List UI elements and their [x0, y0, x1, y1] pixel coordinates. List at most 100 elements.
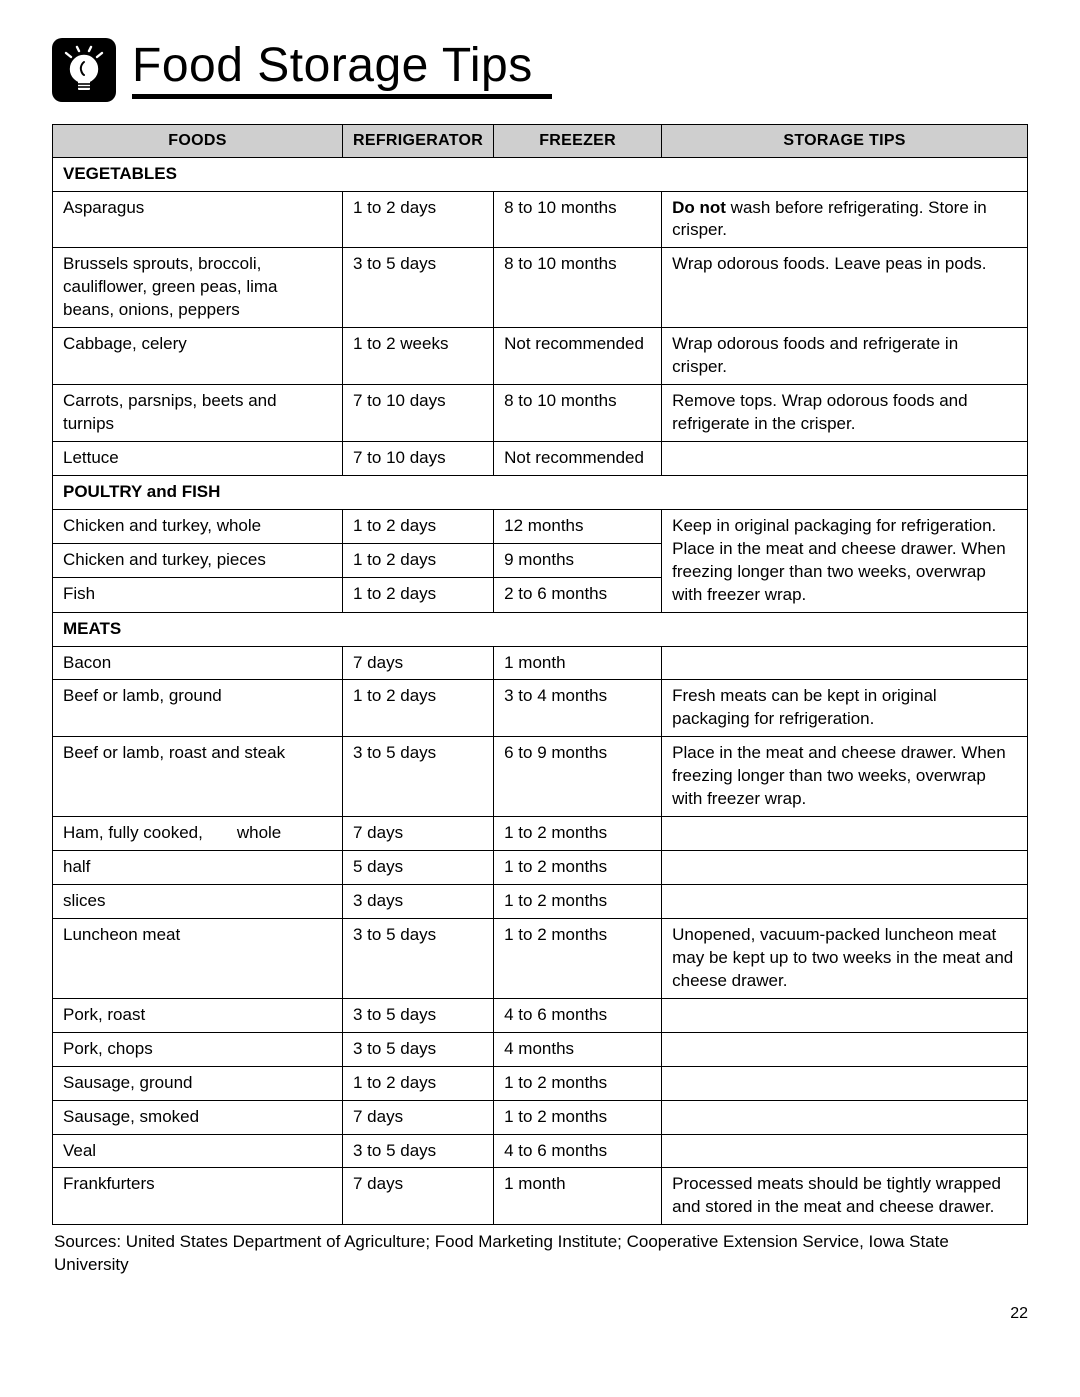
table-row: Lettuce7 to 10 daysNot recommended [53, 441, 1028, 475]
table-row: Beef or lamb, ground1 to 2 days3 to 4 mo… [53, 680, 1028, 737]
table-row: Asparagus1 to 2 days8 to 10 monthsDo not… [53, 191, 1028, 248]
table-row: Frankfurters7 days1 monthProcessed meats… [53, 1168, 1028, 1225]
table-row: Bacon7 days1 month [53, 646, 1028, 680]
section-row: VEGETABLES [53, 157, 1028, 191]
refrigerator-value: 1 to 2 days [343, 509, 494, 543]
col-header-tips: STORAGE TIPS [662, 125, 1028, 158]
food-name: Chicken and turkey, pieces [53, 544, 343, 578]
freezer-value: 9 months [494, 544, 662, 578]
food-name: half [53, 851, 343, 885]
table-row: slices3 days1 to 2 months [53, 885, 1028, 919]
storage-tip [662, 441, 1028, 475]
refrigerator-value: 1 to 2 days [343, 191, 494, 248]
storage-tip [662, 646, 1028, 680]
freezer-value: 4 to 6 months [494, 998, 662, 1032]
food-name: slices [53, 885, 343, 919]
refrigerator-value: 3 to 5 days [343, 1032, 494, 1066]
freezer-value: 4 months [494, 1032, 662, 1066]
food-name: Pork, chops [53, 1032, 343, 1066]
food-name: Cabbage, celery [53, 328, 343, 385]
freezer-value: 1 to 2 months [494, 918, 662, 998]
header-row: FOODS REFRIGERATOR FREEZER STORAGE TIPS [53, 125, 1028, 158]
title-rule [132, 94, 552, 99]
refrigerator-value: 3 to 5 days [343, 998, 494, 1032]
section-row: MEATS [53, 612, 1028, 646]
section-label: VEGETABLES [53, 157, 1028, 191]
table-row: Chicken and turkey, whole1 to 2 days12 m… [53, 509, 1028, 543]
food-name: Fish [53, 578, 343, 612]
food-name: Carrots, parsnips, beets and turnips [53, 385, 343, 442]
page-number: 22 [52, 1305, 1028, 1323]
freezer-value: 2 to 6 months [494, 578, 662, 612]
storage-tip [662, 998, 1028, 1032]
refrigerator-value: 7 days [343, 817, 494, 851]
freezer-value: 8 to 10 months [494, 191, 662, 248]
refrigerator-value: 3 to 5 days [343, 248, 494, 328]
storage-tip [662, 817, 1028, 851]
page-title: Food Storage Tips [132, 42, 552, 90]
freezer-value: 1 to 2 months [494, 817, 662, 851]
food-name: Sausage, ground [53, 1066, 343, 1100]
freezer-value: 1 to 2 months [494, 1100, 662, 1134]
food-name: Brussels sprouts, broccoli, cauliflower,… [53, 248, 343, 328]
refrigerator-value: 7 days [343, 1100, 494, 1134]
titlebar: Food Storage Tips [52, 38, 1028, 102]
freezer-value: 8 to 10 months [494, 385, 662, 442]
food-name: Frankfurters [53, 1168, 343, 1225]
refrigerator-value: 7 to 10 days [343, 385, 494, 442]
refrigerator-value: 7 to 10 days [343, 441, 494, 475]
refrigerator-value: 7 days [343, 1168, 494, 1225]
freezer-value: 4 to 6 months [494, 1134, 662, 1168]
storage-tip [662, 885, 1028, 919]
food-name: Sausage, smoked [53, 1100, 343, 1134]
table-row: Luncheon meat3 to 5 days1 to 2 monthsUno… [53, 918, 1028, 998]
storage-tip: Keep in original packaging for refrigera… [662, 509, 1028, 612]
section-label: POULTRY and FISH [53, 475, 1028, 509]
food-name: Luncheon meat [53, 918, 343, 998]
refrigerator-value: 1 to 2 weeks [343, 328, 494, 385]
food-name: Ham, fully cooked, whole [53, 817, 343, 851]
table-row: Sausage, ground1 to 2 days1 to 2 months [53, 1066, 1028, 1100]
freezer-value: Not recommended [494, 328, 662, 385]
refrigerator-value: 1 to 2 days [343, 1066, 494, 1100]
food-name: Lettuce [53, 441, 343, 475]
section-row: POULTRY and FISH [53, 475, 1028, 509]
section-label: MEATS [53, 612, 1028, 646]
storage-tip: Place in the meat and cheese drawer. Whe… [662, 737, 1028, 817]
table-row: Pork, chops3 to 5 days4 months [53, 1032, 1028, 1066]
table-row: Carrots, parsnips, beets and turnips7 to… [53, 385, 1028, 442]
freezer-value: 3 to 4 months [494, 680, 662, 737]
storage-tip [662, 1100, 1028, 1134]
refrigerator-value: 3 to 5 days [343, 737, 494, 817]
refrigerator-value: 1 to 2 days [343, 578, 494, 612]
storage-tip [662, 851, 1028, 885]
food-name: Pork, roast [53, 998, 343, 1032]
storage-tip [662, 1032, 1028, 1066]
storage-table: FOODS REFRIGERATOR FREEZER STORAGE TIPS … [52, 124, 1028, 1225]
food-name: Beef or lamb, ground [53, 680, 343, 737]
freezer-value: 1 to 2 months [494, 1066, 662, 1100]
freezer-value: 12 months [494, 509, 662, 543]
table-row: Veal3 to 5 days4 to 6 months [53, 1134, 1028, 1168]
storage-tip: Fresh meats can be kept in original pack… [662, 680, 1028, 737]
storage-tip: Do not wash before refrigerating. Store … [662, 191, 1028, 248]
freezer-value: 1 month [494, 1168, 662, 1225]
food-name: Beef or lamb, roast and steak [53, 737, 343, 817]
refrigerator-value: 3 to 5 days [343, 1134, 494, 1168]
food-name: Bacon [53, 646, 343, 680]
table-row: half5 days1 to 2 months [53, 851, 1028, 885]
freezer-value: Not recommended [494, 441, 662, 475]
storage-tip [662, 1066, 1028, 1100]
lightbulb-icon [52, 38, 116, 102]
food-name: Chicken and turkey, whole [53, 509, 343, 543]
food-name: Veal [53, 1134, 343, 1168]
refrigerator-value: 3 to 5 days [343, 918, 494, 998]
col-header-refrigerator: REFRIGERATOR [343, 125, 494, 158]
freezer-value: 1 to 2 months [494, 885, 662, 919]
refrigerator-value: 5 days [343, 851, 494, 885]
storage-tip [662, 1134, 1028, 1168]
freezer-value: 1 to 2 months [494, 851, 662, 885]
table-row: Sausage, smoked7 days1 to 2 months [53, 1100, 1028, 1134]
table-row: Cabbage, celery1 to 2 weeksNot recommend… [53, 328, 1028, 385]
freezer-value: 8 to 10 months [494, 248, 662, 328]
